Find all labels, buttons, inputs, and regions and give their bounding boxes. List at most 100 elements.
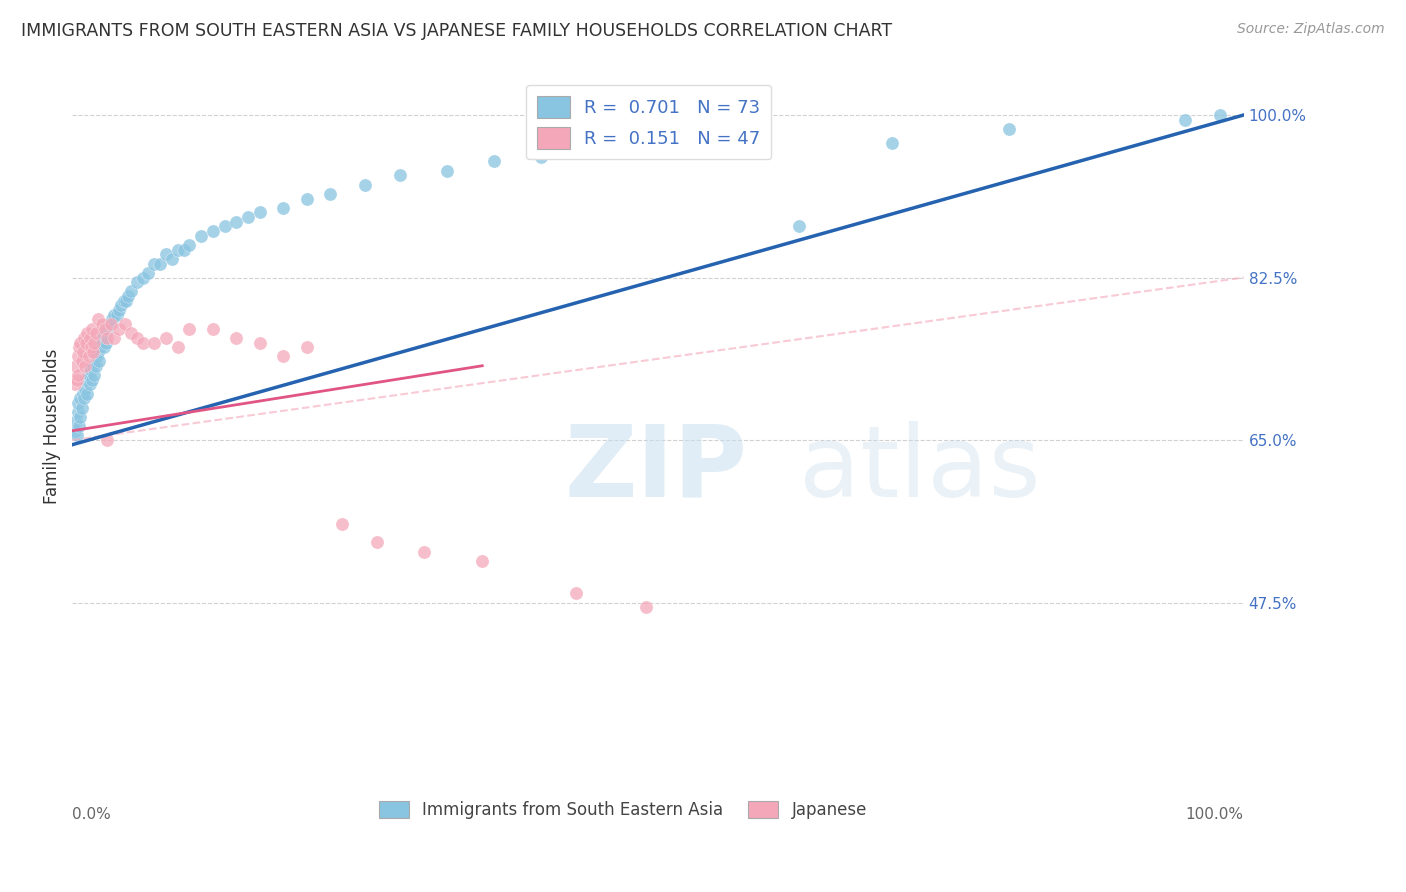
Point	[647, 140, 669, 154]
Point	[83, 368, 105, 382]
Point	[75, 335, 97, 350]
Point	[87, 344, 110, 359]
Point	[1174, 112, 1197, 127]
Point	[69, 335, 91, 350]
Point	[112, 293, 135, 308]
Point	[65, 415, 87, 429]
Point	[179, 238, 201, 252]
Point	[565, 586, 588, 600]
Point	[82, 359, 104, 373]
Point	[366, 535, 388, 549]
Point	[91, 331, 114, 345]
Point	[93, 340, 115, 354]
Text: 100.0%: 100.0%	[1185, 807, 1244, 822]
Text: 0.0%: 0.0%	[72, 807, 111, 822]
Point	[412, 544, 434, 558]
Point	[131, 335, 153, 350]
Point	[77, 350, 100, 364]
Point	[115, 293, 138, 308]
Point	[67, 368, 90, 382]
Point	[89, 354, 111, 368]
Point	[166, 340, 188, 354]
Point	[101, 312, 124, 326]
Point	[149, 256, 172, 270]
Point	[108, 303, 131, 318]
Point	[84, 326, 107, 341]
Point	[225, 215, 247, 229]
Point	[249, 205, 271, 219]
Y-axis label: Family Households: Family Households	[44, 349, 60, 504]
Point	[143, 256, 166, 270]
Point	[201, 321, 224, 335]
Point	[76, 386, 98, 401]
Point	[67, 350, 90, 364]
Point	[67, 405, 90, 419]
Point	[155, 331, 177, 345]
Point	[588, 145, 610, 160]
Point	[98, 317, 121, 331]
Text: IMMIGRANTS FROM SOUTH EASTERN ASIA VS JAPANESE FAMILY HOUSEHOLDS CORRELATION CHA: IMMIGRANTS FROM SOUTH EASTERN ASIA VS JA…	[21, 22, 893, 40]
Point	[70, 354, 93, 368]
Point	[90, 335, 112, 350]
Point	[179, 321, 201, 335]
Point	[1209, 108, 1232, 122]
Point	[143, 335, 166, 350]
Point	[103, 308, 125, 322]
Point	[105, 308, 128, 322]
Point	[96, 335, 118, 350]
Point	[190, 228, 212, 243]
Point	[120, 285, 142, 299]
Point	[120, 326, 142, 341]
Point	[103, 331, 125, 345]
Point	[236, 210, 259, 224]
Point	[70, 401, 93, 415]
Point	[706, 131, 728, 145]
Point	[96, 433, 118, 447]
Point	[63, 424, 86, 438]
Point	[69, 409, 91, 424]
Point	[84, 359, 107, 373]
Point	[65, 359, 87, 373]
Point	[80, 363, 103, 377]
Point	[87, 312, 110, 326]
Point	[530, 150, 553, 164]
Point	[138, 266, 160, 280]
Point	[69, 391, 91, 405]
Point	[100, 317, 122, 331]
Legend: Immigrants from South Eastern Asia, Japanese: Immigrants from South Eastern Asia, Japa…	[373, 794, 873, 825]
Text: Source: ZipAtlas.com: Source: ZipAtlas.com	[1237, 22, 1385, 37]
Point	[110, 298, 132, 312]
Point	[63, 377, 86, 392]
Point	[249, 335, 271, 350]
Point	[67, 340, 90, 354]
Point	[82, 321, 104, 335]
Point	[787, 219, 810, 234]
Point	[86, 350, 108, 364]
Point	[330, 516, 353, 531]
Point	[79, 377, 101, 392]
Point	[354, 178, 377, 192]
Point	[482, 154, 505, 169]
Point	[73, 331, 96, 345]
Point	[295, 192, 318, 206]
Point	[89, 340, 111, 354]
Point	[319, 186, 342, 201]
Point	[79, 331, 101, 345]
Text: ZIP: ZIP	[564, 420, 747, 517]
Point	[295, 340, 318, 354]
Text: atlas: atlas	[799, 420, 1040, 517]
Point	[67, 419, 90, 434]
Point	[83, 335, 105, 350]
Point	[73, 391, 96, 405]
Point	[77, 368, 100, 382]
Point	[155, 247, 177, 261]
Point	[271, 350, 294, 364]
Point	[201, 224, 224, 238]
Point	[998, 122, 1021, 136]
Point	[166, 243, 188, 257]
Point	[75, 359, 97, 373]
Point	[125, 331, 148, 345]
Point	[94, 326, 117, 341]
Point	[471, 554, 494, 568]
Point	[66, 428, 89, 442]
